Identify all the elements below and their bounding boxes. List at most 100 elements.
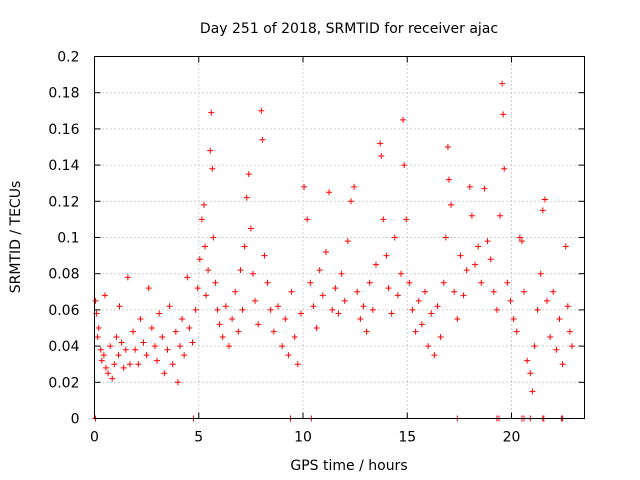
- data-point: [409, 306, 416, 313]
- y-tick-label: 0.1: [57, 231, 79, 247]
- data-point: [457, 252, 464, 259]
- data-point: [145, 285, 152, 292]
- data-point: [140, 339, 147, 346]
- data-point: [135, 361, 142, 368]
- data-point: [440, 279, 447, 286]
- data-point: [120, 364, 127, 371]
- data-point: [366, 279, 373, 286]
- data-point: [249, 270, 256, 277]
- data-point: [118, 339, 125, 346]
- data-point: [237, 267, 244, 274]
- data-point: [487, 256, 494, 263]
- y-axis-label: SRMTID / TECUs: [8, 181, 24, 294]
- data-point: [116, 303, 123, 310]
- data-point: [341, 297, 348, 304]
- data-point: [232, 288, 239, 295]
- data-point: [166, 303, 173, 310]
- data-point: [510, 315, 517, 322]
- x-axis-label: GPS time / hours: [290, 458, 407, 474]
- data-point: [111, 361, 118, 368]
- data-point: [274, 303, 281, 310]
- data-point: [229, 315, 236, 322]
- data-point: [537, 270, 544, 277]
- data-point: [369, 306, 376, 313]
- x-tick-label: 5: [194, 430, 203, 446]
- data-point: [192, 306, 199, 313]
- data-point: [360, 303, 367, 310]
- data-point: [531, 343, 538, 350]
- data-point: [445, 176, 452, 183]
- data-point: [258, 107, 265, 114]
- data-point: [205, 267, 212, 274]
- chart-title: Day 251 of 2018, SRMTID for receiver aja…: [200, 21, 498, 37]
- data-point: [94, 334, 101, 341]
- data-point: [97, 346, 104, 353]
- y-tick-label: 0.2: [57, 50, 79, 66]
- data-point: [527, 370, 534, 377]
- data-point: [394, 292, 401, 299]
- data-point: [101, 292, 108, 299]
- data-point: [425, 343, 432, 350]
- data-point: [401, 162, 408, 169]
- data-point: [95, 325, 102, 331]
- data-point: [398, 270, 405, 277]
- data-point: [222, 303, 229, 310]
- data-point: [478, 279, 485, 286]
- data-point: [481, 185, 488, 192]
- grid: [94, 56, 585, 419]
- data-point: [568, 343, 575, 350]
- y-tick-label: 0.02: [48, 375, 79, 391]
- data-point: [130, 328, 137, 335]
- data-point: [316, 267, 323, 274]
- data-point: [225, 343, 232, 350]
- data-point: [98, 357, 105, 364]
- data-point: [194, 285, 201, 292]
- x-tick-label: 20: [503, 430, 521, 446]
- data-point: [279, 343, 286, 350]
- data-point: [176, 343, 183, 350]
- data-point: [285, 352, 292, 359]
- data-point: [521, 288, 528, 295]
- data-point: [559, 361, 566, 368]
- data-point: [332, 285, 339, 292]
- data-point: [437, 334, 444, 341]
- data-point: [493, 306, 500, 313]
- data-point: [159, 334, 166, 341]
- data-point: [243, 194, 250, 201]
- data-point: [102, 364, 109, 371]
- data-point: [189, 339, 196, 346]
- data-point: [216, 321, 223, 328]
- data-point: [202, 243, 209, 250]
- data-point: [241, 243, 248, 250]
- x-tick-label: 15: [398, 430, 416, 446]
- data-point: [148, 325, 155, 331]
- data-point: [207, 147, 214, 154]
- data-point: [259, 136, 266, 143]
- data-point: [169, 361, 176, 368]
- data-point: [184, 274, 191, 281]
- data-point: [534, 306, 541, 313]
- data-point: [378, 153, 385, 160]
- data-point: [351, 183, 358, 190]
- y-tick-label: 0.18: [48, 86, 79, 102]
- data-point: [347, 198, 354, 205]
- data-point: [543, 297, 550, 304]
- data-point: [357, 315, 364, 322]
- data-point: [434, 303, 441, 310]
- data-point: [460, 292, 467, 299]
- data-point: [454, 315, 461, 322]
- data-point: [547, 334, 554, 341]
- data-point: [380, 216, 387, 223]
- data-point: [444, 144, 451, 150]
- data-point: [326, 189, 333, 196]
- y-tick-label: 0.06: [48, 303, 79, 319]
- data-point: [415, 297, 422, 304]
- data-point: [270, 328, 277, 335]
- data-point: [113, 334, 120, 341]
- data-point: [267, 306, 274, 313]
- data-point: [252, 297, 259, 304]
- data-point: [475, 243, 482, 250]
- data-point: [562, 243, 569, 250]
- y-tick-label: 0.16: [48, 122, 79, 138]
